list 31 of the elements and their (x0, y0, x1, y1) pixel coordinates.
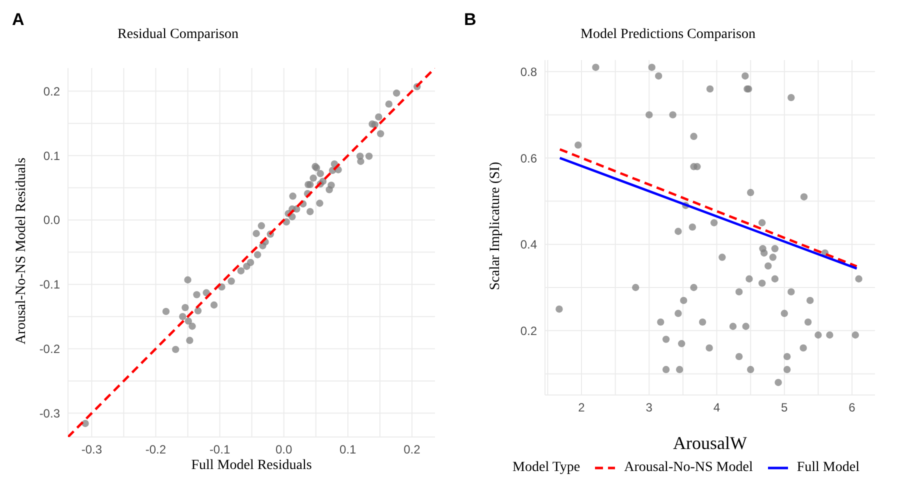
y-axis-title: Arousal-No-NS Model Residuals (14, 156, 30, 346)
x-tick-label: 0.1 (340, 442, 357, 457)
x-tick-label: 0.2 (404, 442, 421, 457)
chart-title: Residual Comparison (116, 27, 240, 43)
y-axis-title: Scalar Implicature (SI) (488, 160, 504, 292)
x-tick-label: 3 (646, 400, 653, 415)
x-tick-label: -0.2 (145, 442, 166, 457)
legend-label: Full Model (796, 460, 860, 476)
x-tick-label: 5 (781, 400, 788, 415)
y-tick-label: -0.1 (39, 278, 60, 292)
legend-title: Model Type (512, 460, 580, 476)
x-tick-label: -0.3 (81, 442, 102, 457)
x-axis-title: Full Model Residuals (190, 458, 313, 474)
y-tick-label: 0.8 (520, 64, 538, 79)
y-tick-label: 0.6 (520, 151, 538, 166)
y-tick-label: -0.2 (39, 342, 60, 356)
text: B (464, 10, 476, 30)
x-tick-label: 2 (578, 400, 586, 415)
x-tick-label: 6 (848, 400, 856, 415)
y-tick-label: 0.2 (43, 84, 60, 98)
legend-label: Arousal-No-NS Model (624, 460, 753, 476)
x-tick-label: -0.1 (209, 442, 230, 457)
y-tick-label: 0.4 (520, 238, 538, 252)
y-tick-label: 0.1 (43, 148, 60, 163)
y-tick-label: 0.0 (43, 213, 60, 228)
x-axis-title: ArousalW (672, 433, 748, 454)
x-tick-label: 0.0 (276, 442, 293, 457)
x-tick-label: 4 (713, 400, 720, 415)
chart-title: Model Predictions Comparison (580, 27, 756, 43)
text: A (12, 10, 24, 30)
y-tick-label: 0.2 (520, 324, 538, 338)
